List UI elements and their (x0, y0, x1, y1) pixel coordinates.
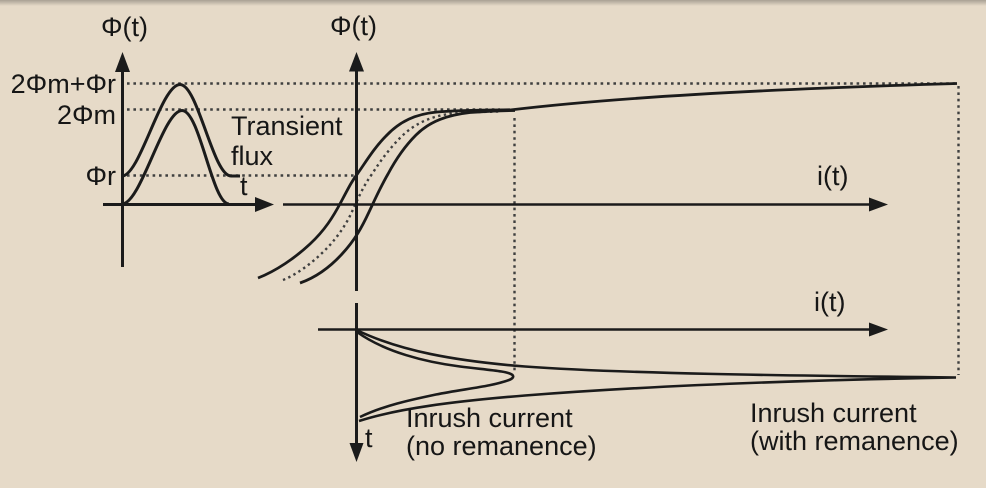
transient-flux-annotation-line1: Transient (231, 111, 343, 141)
flux-plot-t-label: t (240, 171, 248, 201)
magnetization-y-axis-arrow-icon (349, 52, 364, 72)
flux-plot-y-label: Φ(t) (101, 12, 149, 42)
inrush-t-axis-arrow-icon (349, 443, 364, 462)
flux-curve-no-remanence (121, 108, 230, 206)
flux-curve-with-remanence (121, 82, 240, 178)
magnetization-curve-dotted (282, 110, 501, 282)
magnetization-plot-y-label: Φ(t) (330, 11, 378, 41)
inrush-no-remanence-label: Inrush current (no remanence) (406, 404, 597, 460)
level-label-2phim-plus-phir: 2Φm+Φr (10, 69, 116, 99)
inrush-x-axis-arrow-icon (869, 322, 888, 337)
level-label-phir: Φr (85, 161, 116, 191)
inrush-plot-t-label: t (365, 423, 373, 453)
level-label-2phim: 2Φm (56, 100, 116, 130)
magnetization-curve-right (299, 109, 516, 285)
magnetization-x-axis-arrow-icon (869, 197, 888, 212)
flux-x-axis-arrow-icon (255, 197, 274, 212)
inrush-with-remanence-label: Inrush current (with remanence) (750, 399, 959, 455)
flux-time-plot (103, 52, 274, 267)
inrush-with-remanence-line1: Inrush current (750, 398, 917, 428)
magnetization-curve-left (257, 108, 511, 280)
inrush-spike-with-remanence (355, 328, 957, 423)
magnetization-plot-x-label: i(t) (817, 161, 849, 191)
flux-y-axis-arrow-icon (115, 52, 130, 72)
inrush-no-remanence-line2: (no remanence) (406, 431, 597, 461)
magnetization-plot (257, 52, 958, 291)
inrush-spike-no-remanence (356, 330, 515, 419)
transient-flux-annotation-line2: flux (231, 141, 274, 171)
inrush-no-remanence-line1: Inrush current (406, 403, 573, 433)
inrush-plot (318, 303, 957, 462)
saturation-branch (509, 82, 958, 112)
transient-flux-annotation: Transient flux (231, 111, 343, 171)
inrush-plot-x-label: i(t) (814, 287, 846, 317)
inrush-with-remanence-line2: (with remanence) (750, 426, 959, 456)
